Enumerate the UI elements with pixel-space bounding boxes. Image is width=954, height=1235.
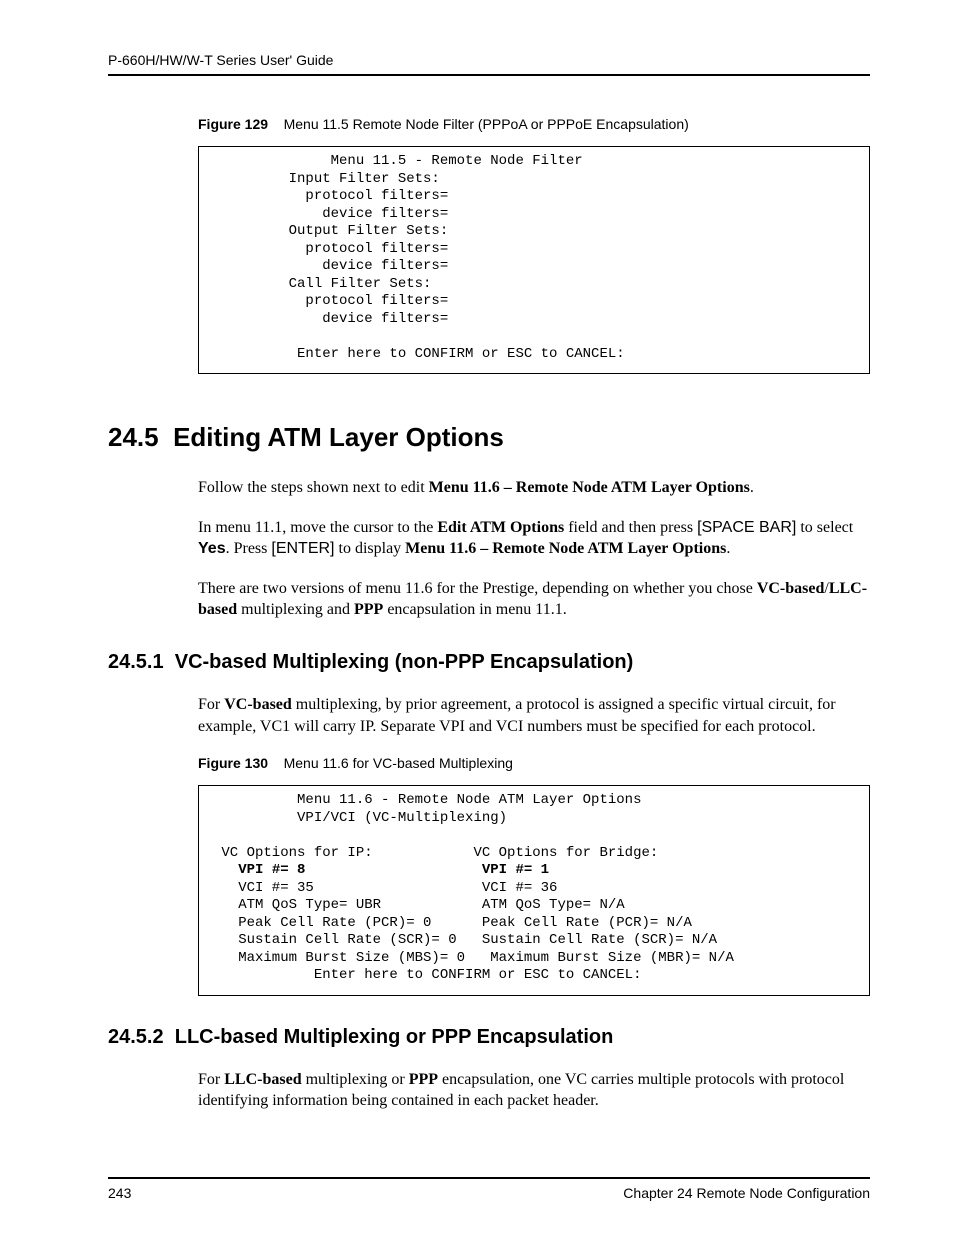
p3-a: There are two versions of menu 11.6 for … [198,580,757,597]
t130-l9: Maximum Burst Size (MBS)= 0 Maximum Burs… [213,950,734,966]
p2-i: to display [335,540,406,557]
header-guide-title: P-660H/HW/W-T Series User' Guide [108,52,870,68]
p1-b: Menu 11.6 – Remote Node ATM Layer Option… [429,479,750,496]
t130-l3: VC Options for IP: VC Options for Bridge… [213,845,658,861]
footer-rule [108,1177,870,1179]
p451-a: For [198,696,224,713]
section-24-5-2-title: LLC-based Multiplexing or PPP Encapsulat… [175,1026,614,1048]
section-24-5-para2: In menu 11.1, move the cursor to the Edi… [198,517,870,560]
t130-l4a [213,862,238,878]
section-24-5-1-para: For VC-based multiplexing, by prior agre… [198,694,870,737]
t130-l10: Enter here to CONFIRM or ESC to CANCEL: [213,967,641,983]
figure-130-caption-text: Menu 11.6 for VC-based Multiplexing [284,755,513,771]
p2-e: to select [796,519,853,536]
section-24-5-title: Editing ATM Layer Options [173,422,504,452]
t130-l5: VCI #= 35 VCI #= 36 [213,880,557,896]
p451-b: VC-based [224,696,292,713]
t130-l8: Sustain Cell Rate (SCR)= 0 Sustain Cell … [213,932,717,948]
term129-l3: device filters= [213,206,448,222]
document-page: P-660H/HW/W-T Series User' Guide Figure … [0,0,954,1235]
p3-g: encapsulation in menu 11.1. [383,601,566,618]
page-footer: 243 Chapter 24 Remote Node Configuration [108,1177,870,1201]
term129-l4: Output Filter Sets: [213,223,448,239]
figure-130-terminal: Menu 11.6 - Remote Node ATM Layer Option… [198,785,870,996]
p2-j: Menu 11.6 – Remote Node ATM Layer Option… [405,540,726,557]
t130-l7: Peak Cell Rate (PCR)= 0 Peak Cell Rate (… [213,915,692,931]
p452-c: multiplexing or [302,1071,409,1088]
p3-e: multiplexing and [237,601,354,618]
figure-129-caption: Figure 129 Menu 11.5 Remote Node Filter … [198,116,870,132]
p452-b: LLC-based [224,1071,301,1088]
figure-129-label: Figure 129 [198,116,268,132]
section-24-5-2-para: For LLC-based multiplexing or PPP encaps… [198,1069,870,1112]
section-24-5-number: 24.5 [108,422,159,452]
section-24-5-1-heading: 24.5.1 VC-based Multiplexing (non-PPP En… [108,651,870,674]
p452-d: PPP [409,1071,438,1088]
p2-a: In menu 11.1, move the cursor to the [198,519,437,536]
figure-130-caption: Figure 130 Menu 11.6 for VC-based Multip… [198,755,870,771]
section-24-5-1-number: 24.5.1 [108,651,164,673]
figure-129-caption-text [272,116,284,132]
footer-page-number: 243 [108,1185,131,1201]
p1-a: Follow the steps shown next to edit [198,479,429,496]
term129-l8: protocol filters= [213,293,448,309]
p2-d: [SPACE BAR] [697,519,796,536]
figure-130-gap [272,755,284,771]
header-rule [108,74,870,76]
footer-row: 243 Chapter 24 Remote Node Configuration [108,1185,870,1201]
p2-c: field and then press [564,519,697,536]
p2-h: [ENTER] [271,540,334,557]
t130-l2: VPI/VCI (VC-Multiplexing) [213,810,507,826]
p3-f: PPP [354,601,383,618]
term129-l1: Input Filter Sets: [213,171,440,187]
t130-l4c [305,862,481,878]
footer-chapter: Chapter 24 Remote Node Configuration [623,1185,870,1201]
page-content: Figure 129 Menu 11.5 Remote Node Filter … [108,116,870,1112]
term129-l5: protocol filters= [213,241,448,257]
p1-c: . [750,479,754,496]
p2-f: Yes [198,540,226,557]
term129-l0: Menu 11.5 - Remote Node Filter [213,153,583,169]
p2-k: . [726,540,730,557]
p2-g: . Press [226,540,272,557]
term129-l7: Call Filter Sets: [213,276,431,292]
p2-b: Edit ATM Options [437,519,564,536]
t130-l6: ATM QoS Type= UBR ATM QoS Type= N/A [213,897,625,913]
figure-130-label: Figure 130 [198,755,268,771]
term129-l2: protocol filters= [213,188,448,204]
section-24-5-para3: There are two versions of menu 11.6 for … [198,578,870,621]
term129-l6: device filters= [213,258,448,274]
t130-l1: Menu 11.6 - Remote Node ATM Layer Option… [213,792,641,808]
section-24-5-2-heading: 24.5.2 LLC-based Multiplexing or PPP Enc… [108,1026,870,1049]
t130-l4b: VPI #= 8 [238,862,305,878]
section-24-5-2-number: 24.5.2 [108,1026,164,1048]
figure-129-terminal: Menu 11.5 - Remote Node Filter Input Fil… [198,146,870,374]
figure-129-caption-text-2: Menu 11.5 Remote Node Filter (PPPoA or P… [284,116,689,132]
section-24-5-heading: 24.5 Editing ATM Layer Options [108,422,870,453]
t130-l4d: VPI #= 1 [482,862,549,878]
p452-a: For [198,1071,224,1088]
section-24-5-1-title: VC-based Multiplexing (non-PPP Encapsula… [175,651,634,673]
term129-l9: device filters= [213,311,448,327]
term129-l11: Enter here to CONFIRM or ESC to CANCEL: [213,346,625,362]
section-24-5-para1: Follow the steps shown next to edit Menu… [198,477,870,499]
p451-c: multiplexing, by prior agreement, a prot… [198,696,836,735]
p3-b: VC-based [757,580,825,597]
